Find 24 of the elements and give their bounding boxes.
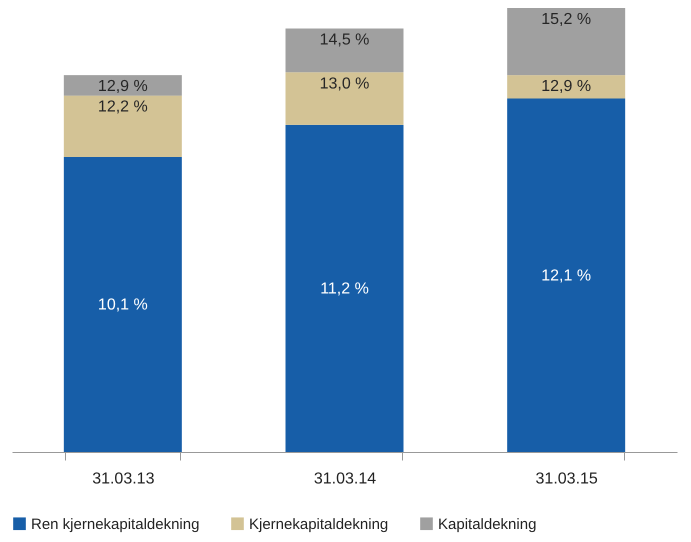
legend-label: Kjernekapitaldekning [249,516,388,533]
annotation: 12,9 % [541,78,592,96]
x-tick-label: 31.03.13 [92,470,155,488]
bar [507,75,626,99]
bar [286,28,404,72]
bar [64,156,182,452]
annotation: 12,2 % [98,98,148,116]
bar [64,96,182,157]
bar [286,124,404,452]
legend-label: Ren kjernekapitaldekning [31,516,200,533]
bar [507,8,626,76]
x-tick-label: 31.03.15 [536,470,598,488]
annotation: 13,0 % [320,75,370,92]
annotation: 15,2 % [541,11,592,28]
bar [286,72,404,125]
annotation: 12,9 % [98,78,148,96]
legend-label: Kapitaldekning [438,516,536,533]
x-tick-label: 31.03.14 [314,470,376,488]
data-label: 12,1 % [541,267,592,284]
data-label: 11,2 % [320,280,369,298]
data-label: 10,1 % [98,296,148,314]
bar [507,98,626,452]
annotation: 14,5 % [320,31,370,48]
bar [64,75,182,96]
